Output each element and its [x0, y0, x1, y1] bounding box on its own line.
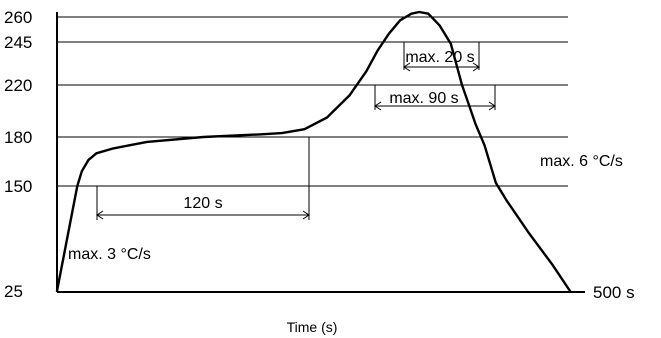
dimension-annotations — [96, 62, 496, 220]
x-axis-title: Time (s) — [287, 319, 338, 335]
axes — [56, 12, 585, 293]
y-tick-label-150: 150 — [4, 177, 32, 196]
soak-time-arrow-head-right — [302, 210, 310, 220]
y-tick-label-245: 245 — [4, 33, 32, 52]
annotation-cool-down-rate: max. 6 °C/s — [540, 153, 623, 170]
annotation-soak-time: 120 s — [183, 195, 222, 212]
annotation-ramp-up-rate: max. 3 °C/s — [68, 246, 151, 263]
liquidus-time-arrow-head-left — [374, 101, 382, 111]
x-end-label: 500 s — [593, 283, 635, 302]
y-tick-label-260: 260 — [4, 8, 32, 27]
annotation-peak-time: max. 20 s — [405, 49, 474, 66]
y-tick-label-180: 180 — [4, 128, 32, 147]
grid-lines — [57, 16, 568, 187]
y-tick-label-25: 25 — [4, 282, 23, 301]
soak-time-arrow-head-left — [96, 210, 104, 220]
annotation-time-above-liquidus: max. 90 s — [389, 90, 458, 107]
y-tick-label-220: 220 — [4, 76, 32, 95]
peak-time-arrow-head-right — [472, 62, 480, 72]
peak-time-arrow-head-left — [403, 62, 411, 72]
temperature-profile-line — [55, 10, 572, 293]
y-tick-labels: 25 150 180 220 245 260 — [4, 8, 32, 301]
liquidus-time-arrow-head-right — [488, 101, 496, 111]
